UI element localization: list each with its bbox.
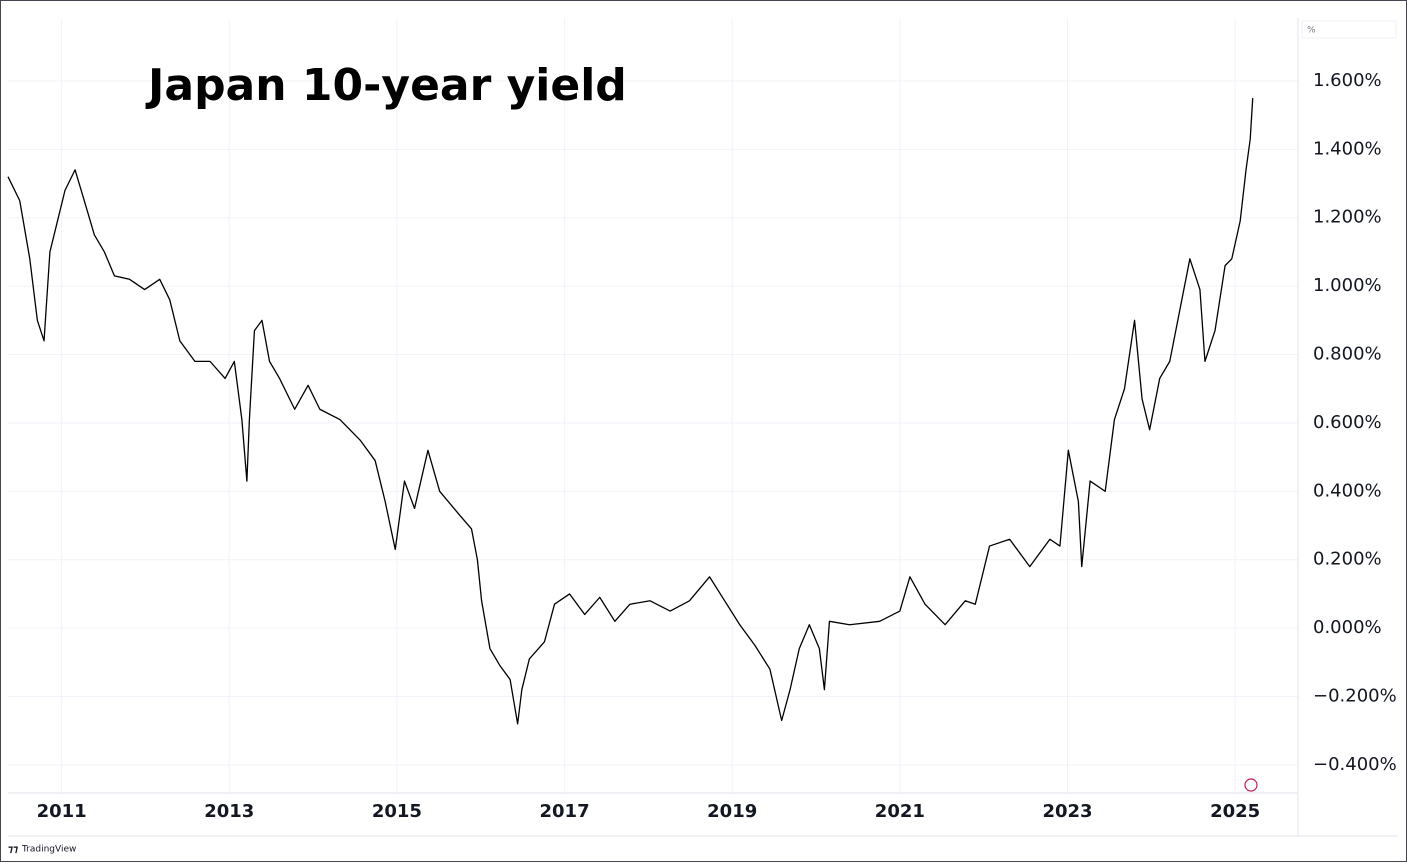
x-tick-label: 2023 bbox=[1042, 801, 1092, 822]
x-tick-label: 2019 bbox=[707, 801, 757, 822]
y-tick-label: 1.200% bbox=[1313, 207, 1382, 228]
x-tick-label: 2011 bbox=[37, 801, 87, 822]
source: TradingView bbox=[21, 845, 76, 855]
y-tick-label: 1.400% bbox=[1313, 138, 1382, 159]
y-tick-label: 0.200% bbox=[1313, 549, 1382, 570]
unit-box bbox=[1301, 20, 1397, 39]
x-tick-label: 2013 bbox=[204, 801, 254, 822]
x-tick-label: 2025 bbox=[1210, 801, 1260, 822]
y-tick-label: 0.000% bbox=[1313, 617, 1382, 638]
y-tick-label: −0.400% bbox=[1313, 754, 1397, 775]
y-tick-label: 0.800% bbox=[1313, 344, 1382, 365]
x-tick-label: 2021 bbox=[875, 801, 925, 822]
logo: ⁊⁊ bbox=[8, 844, 18, 855]
y-tick-label: 0.400% bbox=[1313, 480, 1382, 501]
line-series bbox=[7, 97, 1254, 725]
y-tick-label: 1.600% bbox=[1313, 70, 1382, 91]
y-tick-label: 1.000% bbox=[1313, 275, 1382, 296]
y-unit: % bbox=[1307, 26, 1316, 36]
y-tick-label: 0.600% bbox=[1313, 412, 1382, 433]
chart-title: Japan 10-year yield bbox=[145, 60, 627, 111]
icon bbox=[1244, 778, 1258, 792]
grid bbox=[8, 18, 1298, 793]
y-tick-label: −0.200% bbox=[1313, 686, 1397, 707]
x-tick-label: 2015 bbox=[372, 801, 422, 822]
x-tick-label: 2017 bbox=[540, 801, 590, 822]
